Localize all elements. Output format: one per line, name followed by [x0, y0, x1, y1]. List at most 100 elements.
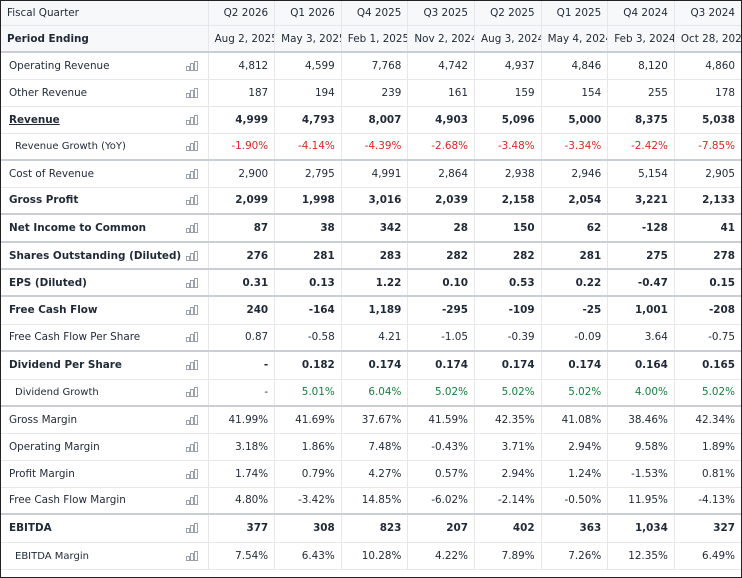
- value-cell: 5.02%: [474, 379, 542, 407]
- table-row: EPS (Diluted) 0.31 0.13 1.22 0.10 0.53 0.22 -0.…: [1, 268, 741, 297]
- bar-chart-icon[interactable]: [185, 468, 198, 479]
- quarter-header[interactable]: Q1 2025: [540, 1, 608, 26]
- table-row: Profit Margin 1.74% 0.79% 4.27% 0.57% 2.94% 1.…: [1, 460, 741, 488]
- row-label-cell: Gross Margin: [1, 405, 209, 434]
- cell-value: 62: [586, 222, 602, 234]
- cell-value: 6.49%: [701, 549, 735, 562]
- cell-value: 41.99%: [228, 413, 269, 426]
- cell-value: 1,998: [301, 194, 335, 207]
- table-row: Free Cash Flow Per Share 0.87 -0.58 4.21 -1.…: [1, 324, 741, 352]
- bar-chart-icon[interactable]: [185, 114, 198, 125]
- row-label[interactable]: Revenue: [9, 113, 60, 126]
- cell-value: 0.53: [508, 276, 535, 289]
- value-cell: 278: [673, 241, 741, 270]
- value-cell: 1.22: [340, 268, 408, 297]
- bar-chart-icon[interactable]: [185, 141, 198, 152]
- cell-value: 0.165: [702, 359, 735, 372]
- cell-value: 4,999: [235, 113, 269, 126]
- value-cell: 4.22%: [407, 542, 475, 570]
- value-cell: 2,864: [407, 159, 475, 188]
- cell-value: 8,375: [634, 113, 668, 126]
- cell-value: 5.01%: [301, 386, 335, 399]
- cell-value: 2,133: [702, 194, 735, 207]
- bar-chart-icon[interactable]: [185, 168, 198, 179]
- value-cell: -128: [607, 213, 675, 243]
- quarter-header[interactable]: Q2 2026: [207, 1, 275, 26]
- value-cell: -2.68%: [407, 133, 475, 161]
- bar-chart-icon[interactable]: [185, 332, 198, 343]
- cell-value: 5,000: [568, 113, 602, 126]
- value-cell: 2,795: [274, 159, 342, 188]
- cell-value: 1,001: [634, 304, 668, 317]
- quarter-header[interactable]: Q3 2025: [407, 1, 475, 26]
- table-row: Dividend Growth - 5.01% 6.04% 5.02% 5.02% 5.02…: [1, 379, 741, 407]
- bar-chart-icon[interactable]: [185, 223, 198, 233]
- bar-chart-icon[interactable]: [185, 550, 198, 561]
- value-cell: 5.02%: [540, 379, 608, 407]
- value-cell: 2,938: [474, 159, 542, 188]
- value-cell: 5.02%: [673, 379, 741, 407]
- cell-value: 0.81%: [701, 467, 735, 480]
- bar-chart-icon[interactable]: [185, 441, 198, 452]
- cell-value: 0.31: [242, 276, 269, 289]
- value-cell: 37.67%: [340, 405, 408, 434]
- row-label-cell: Revenue Growth (YoY): [1, 133, 209, 161]
- bar-chart-icon[interactable]: [185, 523, 198, 534]
- bar-chart-icon[interactable]: [185, 495, 198, 506]
- value-cell: 28: [407, 213, 475, 243]
- value-cell: 1,001: [607, 295, 675, 325]
- cell-value: 5.02%: [701, 386, 735, 399]
- value-cell: 7.48%: [340, 433, 408, 461]
- cell-value: -7.85%: [698, 140, 735, 153]
- bar-chart-icon[interactable]: [185, 250, 198, 261]
- cell-value: 4,846: [571, 59, 602, 72]
- cell-value: 363: [579, 522, 602, 535]
- row-label-cell: Gross Profit: [1, 187, 209, 215]
- bar-chart-icon[interactable]: [185, 195, 198, 206]
- cell-value: 154: [581, 86, 602, 99]
- cell-value: 7.89%: [501, 549, 535, 562]
- cell-value: 6.04%: [368, 386, 402, 399]
- value-cell: 0.182: [274, 350, 342, 380]
- bar-chart-icon[interactable]: [185, 87, 198, 98]
- quarter-header[interactable]: Q2 2025: [474, 1, 542, 26]
- row-label: Free Cash Flow Margin: [9, 494, 126, 507]
- cell-value: 0.174: [501, 359, 535, 372]
- bar-chart-icon[interactable]: [185, 277, 198, 288]
- value-cell: 87: [207, 213, 275, 243]
- bar-chart-icon[interactable]: [185, 305, 198, 316]
- cell-value: 7.48%: [368, 440, 402, 453]
- bar-chart-icon[interactable]: [185, 60, 198, 71]
- row-label-cell: EBITDA Margin: [1, 542, 209, 570]
- cell-value: 14.85%: [361, 494, 402, 507]
- value-cell: 2,133: [673, 187, 741, 215]
- row-label-cell: Net Income to Common: [1, 213, 209, 243]
- cell-value: 281: [313, 249, 335, 262]
- quarter-header[interactable]: Q4 2025: [340, 1, 408, 26]
- value-cell: 3,016: [340, 187, 408, 215]
- cell-value: -295: [441, 304, 468, 317]
- table-row: EBITDA Margin 7.54% 6.43% 10.28% 4.22% 7.89% 7…: [1, 542, 741, 570]
- quarter-header[interactable]: Q4 2024: [607, 1, 675, 26]
- row-label: Gross Profit: [9, 194, 79, 207]
- quarter-header[interactable]: Q1 2026: [274, 1, 342, 26]
- value-cell: 4,937: [474, 52, 542, 80]
- value-cell: 42.35%: [474, 405, 542, 434]
- value-cell: 159: [474, 79, 542, 107]
- value-cell: 308: [274, 513, 342, 543]
- table-row: Other Revenue 187 194 239 161 159 154 255 178: [1, 79, 741, 107]
- bar-chart-icon[interactable]: [185, 387, 198, 398]
- quarter-header[interactable]: Q3 2024: [673, 1, 741, 26]
- bar-chart-icon[interactable]: [185, 360, 198, 371]
- cell-value: 377: [246, 522, 269, 535]
- cell-value: 0.164: [634, 359, 668, 372]
- cell-value: -109: [508, 304, 535, 317]
- value-cell: 194: [274, 79, 342, 107]
- cell-value: 41.59%: [428, 413, 468, 426]
- row-label-cell: EPS (Diluted): [1, 268, 209, 297]
- cell-value: 283: [379, 249, 402, 262]
- bar-chart-icon[interactable]: [185, 414, 198, 425]
- cell-value: 0.10: [442, 276, 468, 289]
- cell-value: -0.43%: [431, 440, 468, 453]
- row-label-cell: Other Revenue: [1, 79, 209, 107]
